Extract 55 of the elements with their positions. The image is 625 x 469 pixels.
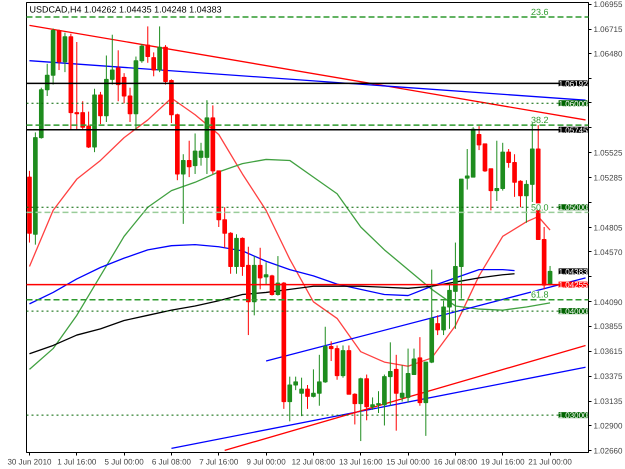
line-series [28,97,551,367]
y-tick-label: 1.03855 [594,322,623,332]
candlestick [299,377,304,417]
y-tick-label: 1.02900 [594,421,623,430]
y-tick-label: 1.05525 [594,148,623,158]
ref-line-label: 1.06192 [558,79,588,88]
y-tick-label: 1.04570 [594,248,623,257]
y-tick-label: 1.06955 [594,0,623,10]
candlestick [186,140,192,178]
candlestick [157,26,162,73]
y-tick-label: 1.06480 [594,49,623,58]
line-series [28,273,516,354]
y-tick-label: 1.03375 [594,372,623,382]
line-series [28,158,551,370]
y-tick-label: 1.06715 [594,25,623,34]
x-tick-label: 6 Jul 08:00 [152,458,192,466]
x-tick-label: 15 Jul 00:00 [386,458,430,466]
candlestick [98,91,103,125]
annotation: 61.8 [530,290,549,300]
candlestick [276,256,280,296]
y-tick-label: 1.02660 [594,446,623,456]
x-tick-label: 16 Jul 08:00 [434,458,478,466]
x-tick-label: 13 Jul 16:00 [338,458,384,466]
x-tick-label: 12 Jul 08:00 [292,458,336,466]
x-tick-label: 9 Jul 00:00 [246,458,286,466]
x-tick-label: 1 Jul 16:00 [57,458,97,466]
y-tick-label: 1.03135 [594,397,623,406]
candlestick [264,262,268,285]
line-series [28,244,516,305]
annotation: 50.0 [530,202,549,212]
y-tick-label: 1.05285 [594,174,623,183]
annotation: 1.04383 [558,267,588,276]
candlestick [180,154,186,224]
x-tick-label: 30 Jun 2010 [7,458,52,466]
ref-line-label: 1.05000 [558,203,588,212]
candlestick [548,265,552,286]
x-tick-label: 19 Jul 16:00 [480,458,526,466]
y-tick-label: 1.04090 [594,298,623,307]
chart-title: USDCAD,H4 1.04262 1.04435 1.04248 1.04383 [30,4,222,14]
ref-line-label: 1.04000 [558,307,588,316]
ref-line-label: 1.04255 [558,280,588,290]
candlestick [305,384,310,410]
y-tick-label: 1.03615 [594,347,623,356]
candlestick [435,314,440,336]
annotation: 38.2 [530,115,549,126]
y-tick-label: 1.04805 [594,224,623,232]
x-tick-label: 5 Jul 00:00 [104,458,144,466]
ref-line-label: 1.05745 [558,126,588,135]
x-tick-label: 21 Jul 00:00 [528,458,572,466]
annotation: 23.6 [530,7,549,18]
ref-line-label: 1.03000 [558,411,588,420]
x-tick-label: 7 Jul 16:00 [199,458,239,466]
ref-line-label: 1.06000 [558,99,588,108]
candlestick [394,354,399,432]
candlestick [151,52,156,77]
